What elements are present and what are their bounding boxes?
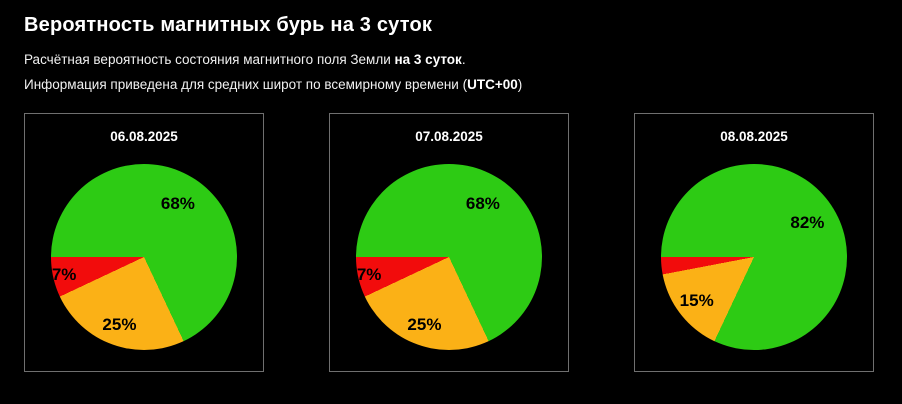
subtitle-line-2-text: Информация приведена для средних широт п… [24, 77, 468, 92]
pie-panel-day-1: 06.08.2025 68% 25% 7% [24, 113, 264, 372]
pie-panel-day-2: 07.08.2025 68% 25% 7% [329, 113, 569, 372]
pie-chart-day-3: 82% 15% [661, 164, 847, 350]
pie-chart-day-1: 68% 25% 7% [51, 164, 237, 350]
slice-label-storm: 7% [356, 264, 382, 284]
slice-label-quiet: 68% [160, 193, 195, 213]
subtitle-line-2-bold: UTC+00 [467, 77, 518, 92]
chart-date-3: 08.08.2025 [720, 129, 788, 144]
page-title: Вероятность магнитных бурь на 3 суток [24, 14, 433, 36]
pie-chart-day-2: 68% 25% 7% [356, 164, 542, 350]
chart-date-1: 06.08.2025 [110, 129, 178, 144]
slice-label-disturbed: 25% [407, 315, 442, 335]
chart-date-2: 07.08.2025 [415, 129, 483, 144]
subtitle-line-1: Расчётная вероятность состояния магнитно… [24, 52, 878, 67]
subtitle-line-2-tail: ) [517, 77, 523, 92]
slice-label-disturbed: 25% [102, 315, 137, 335]
page: Вероятность магнитных бурь на 3 суток Ра… [0, 14, 902, 372]
subtitle-line-1-bold: на 3 суток [394, 52, 462, 67]
slice-label-storm: 7% [51, 264, 77, 284]
subtitle-line-2: Информация приведена для средних широт п… [24, 77, 878, 92]
subtitle-line-1-text: Расчётная вероятность состояния магнитно… [24, 52, 395, 67]
subtitle-line-1-tail: . [461, 52, 466, 67]
charts-row: 06.08.2025 68% 25% 7% 07.08.2025 68% 25% 7% … [24, 113, 878, 372]
slice-label-quiet: 68% [465, 193, 500, 213]
slice-label-quiet: 82% [790, 213, 825, 233]
slice-label-disturbed: 15% [679, 291, 714, 311]
pie-panel-day-3: 08.08.2025 82% 15% [634, 113, 874, 372]
